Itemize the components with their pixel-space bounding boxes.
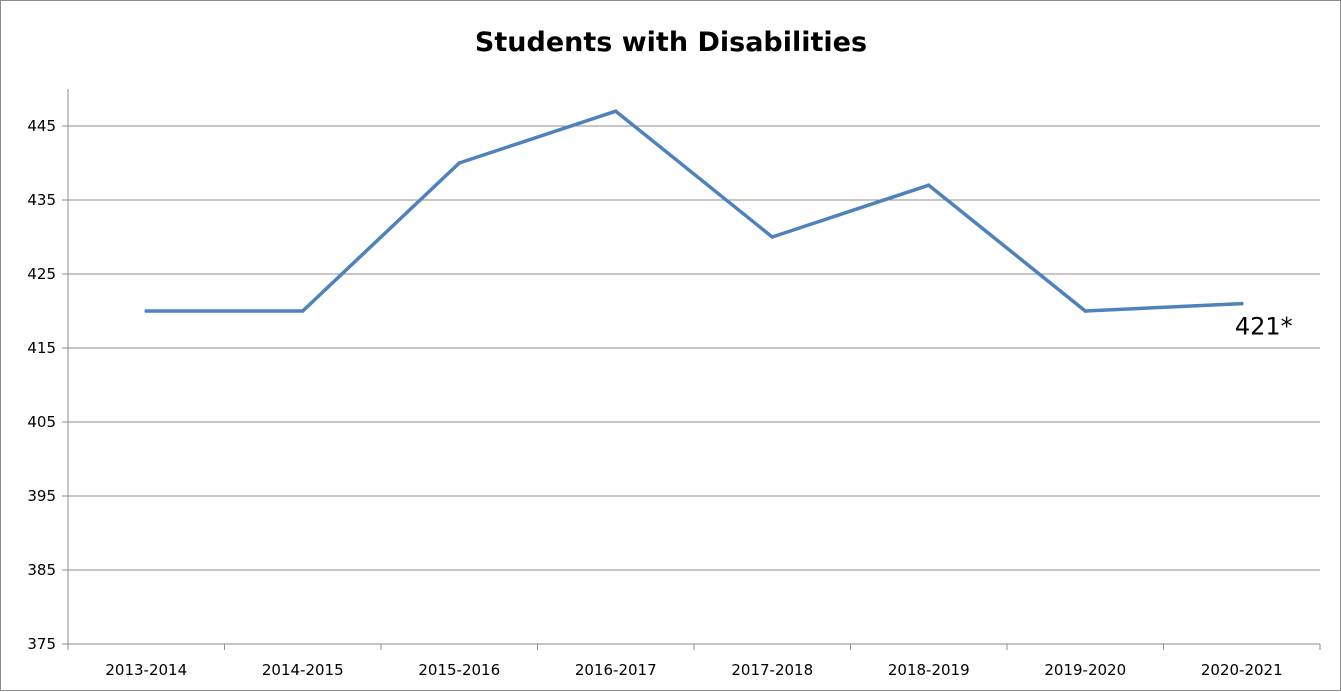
y-tick-label: 405 xyxy=(27,413,56,431)
annotations: 421* xyxy=(1235,313,1293,341)
data-label-annotation: 421* xyxy=(1235,313,1293,341)
data-point xyxy=(1239,301,1244,306)
x-tick-label: 2015-2016 xyxy=(418,661,500,679)
y-tick-label: 385 xyxy=(27,561,56,579)
y-tick-label: 415 xyxy=(27,339,56,357)
y-tick-label: 395 xyxy=(27,487,56,505)
x-tick-label: 2020-2021 xyxy=(1201,661,1283,679)
data-point xyxy=(613,109,618,113)
y-tick-label: 375 xyxy=(27,635,56,653)
x-tick-label: 2016-2017 xyxy=(575,661,657,679)
x-tick-label: 2017-2018 xyxy=(731,661,813,679)
data-point xyxy=(300,309,305,313)
axes xyxy=(62,89,1321,650)
x-tick-label: 2018-2019 xyxy=(888,661,970,679)
data-point xyxy=(770,235,775,239)
x-tick-label: 2019-2020 xyxy=(1044,661,1126,679)
y-tick-labels: 375 385 395 405 415 425 435 445 xyxy=(27,117,56,653)
y-tick-label: 435 xyxy=(27,191,56,209)
x-tick-label: 2013-2014 xyxy=(105,661,187,679)
gridlines xyxy=(68,125,1320,571)
series-line xyxy=(144,109,1244,313)
chart-title: Students with Disabilities xyxy=(475,27,867,58)
y-tick-label: 445 xyxy=(27,117,56,135)
data-point xyxy=(926,183,931,187)
data-point xyxy=(144,309,149,313)
x-tick-labels: 2013-2014 2014-2015 2015-2016 2016-2017 2017… xyxy=(105,661,1282,679)
data-point xyxy=(457,161,462,165)
series xyxy=(144,109,1244,313)
y-tick-label: 425 xyxy=(27,265,56,283)
data-point xyxy=(1083,309,1088,313)
x-tick-label: 2014-2015 xyxy=(262,661,344,679)
